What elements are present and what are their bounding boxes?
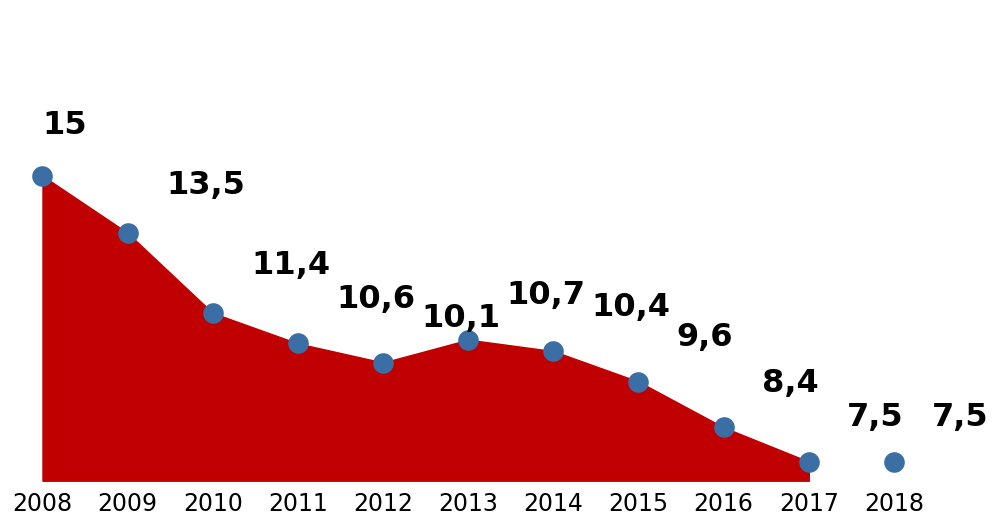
Text: 8,4: 8,4 [762,368,819,399]
Point [630,378,646,386]
Point [204,309,220,317]
Point [290,340,306,348]
Point [35,172,51,180]
Point [886,458,902,466]
Point [375,358,391,367]
Text: 7,5: 7,5 [847,402,903,433]
Point [630,378,646,386]
Text: 7,5: 7,5 [932,402,989,433]
Text: 13,5: 13,5 [166,170,245,201]
Point [716,423,732,432]
Point [35,172,51,180]
Text: 10,6: 10,6 [336,284,415,315]
Point [461,335,477,344]
Text: 10,7: 10,7 [506,280,585,311]
Point [204,309,220,317]
Point [120,229,136,237]
Point [545,347,561,355]
Text: 9,6: 9,6 [677,322,734,353]
Text: 10,1: 10,1 [422,303,500,334]
Point [290,340,306,348]
Point [290,340,306,348]
Point [375,358,391,367]
Point [375,358,391,367]
Point [716,423,732,432]
Point [886,458,902,466]
Point [630,378,646,386]
Text: 15: 15 [43,110,87,141]
Point [120,229,136,237]
Point [461,335,477,344]
Point [461,335,477,344]
Point [545,347,561,355]
Text: 11,4: 11,4 [251,250,330,281]
Point [35,172,51,180]
Text: 10,4: 10,4 [591,292,671,322]
Point [886,458,902,466]
Point [120,229,136,237]
Point [716,423,732,432]
Point [801,458,817,466]
Point [801,458,817,466]
Point [204,309,220,317]
Point [801,458,817,466]
Point [545,347,561,355]
